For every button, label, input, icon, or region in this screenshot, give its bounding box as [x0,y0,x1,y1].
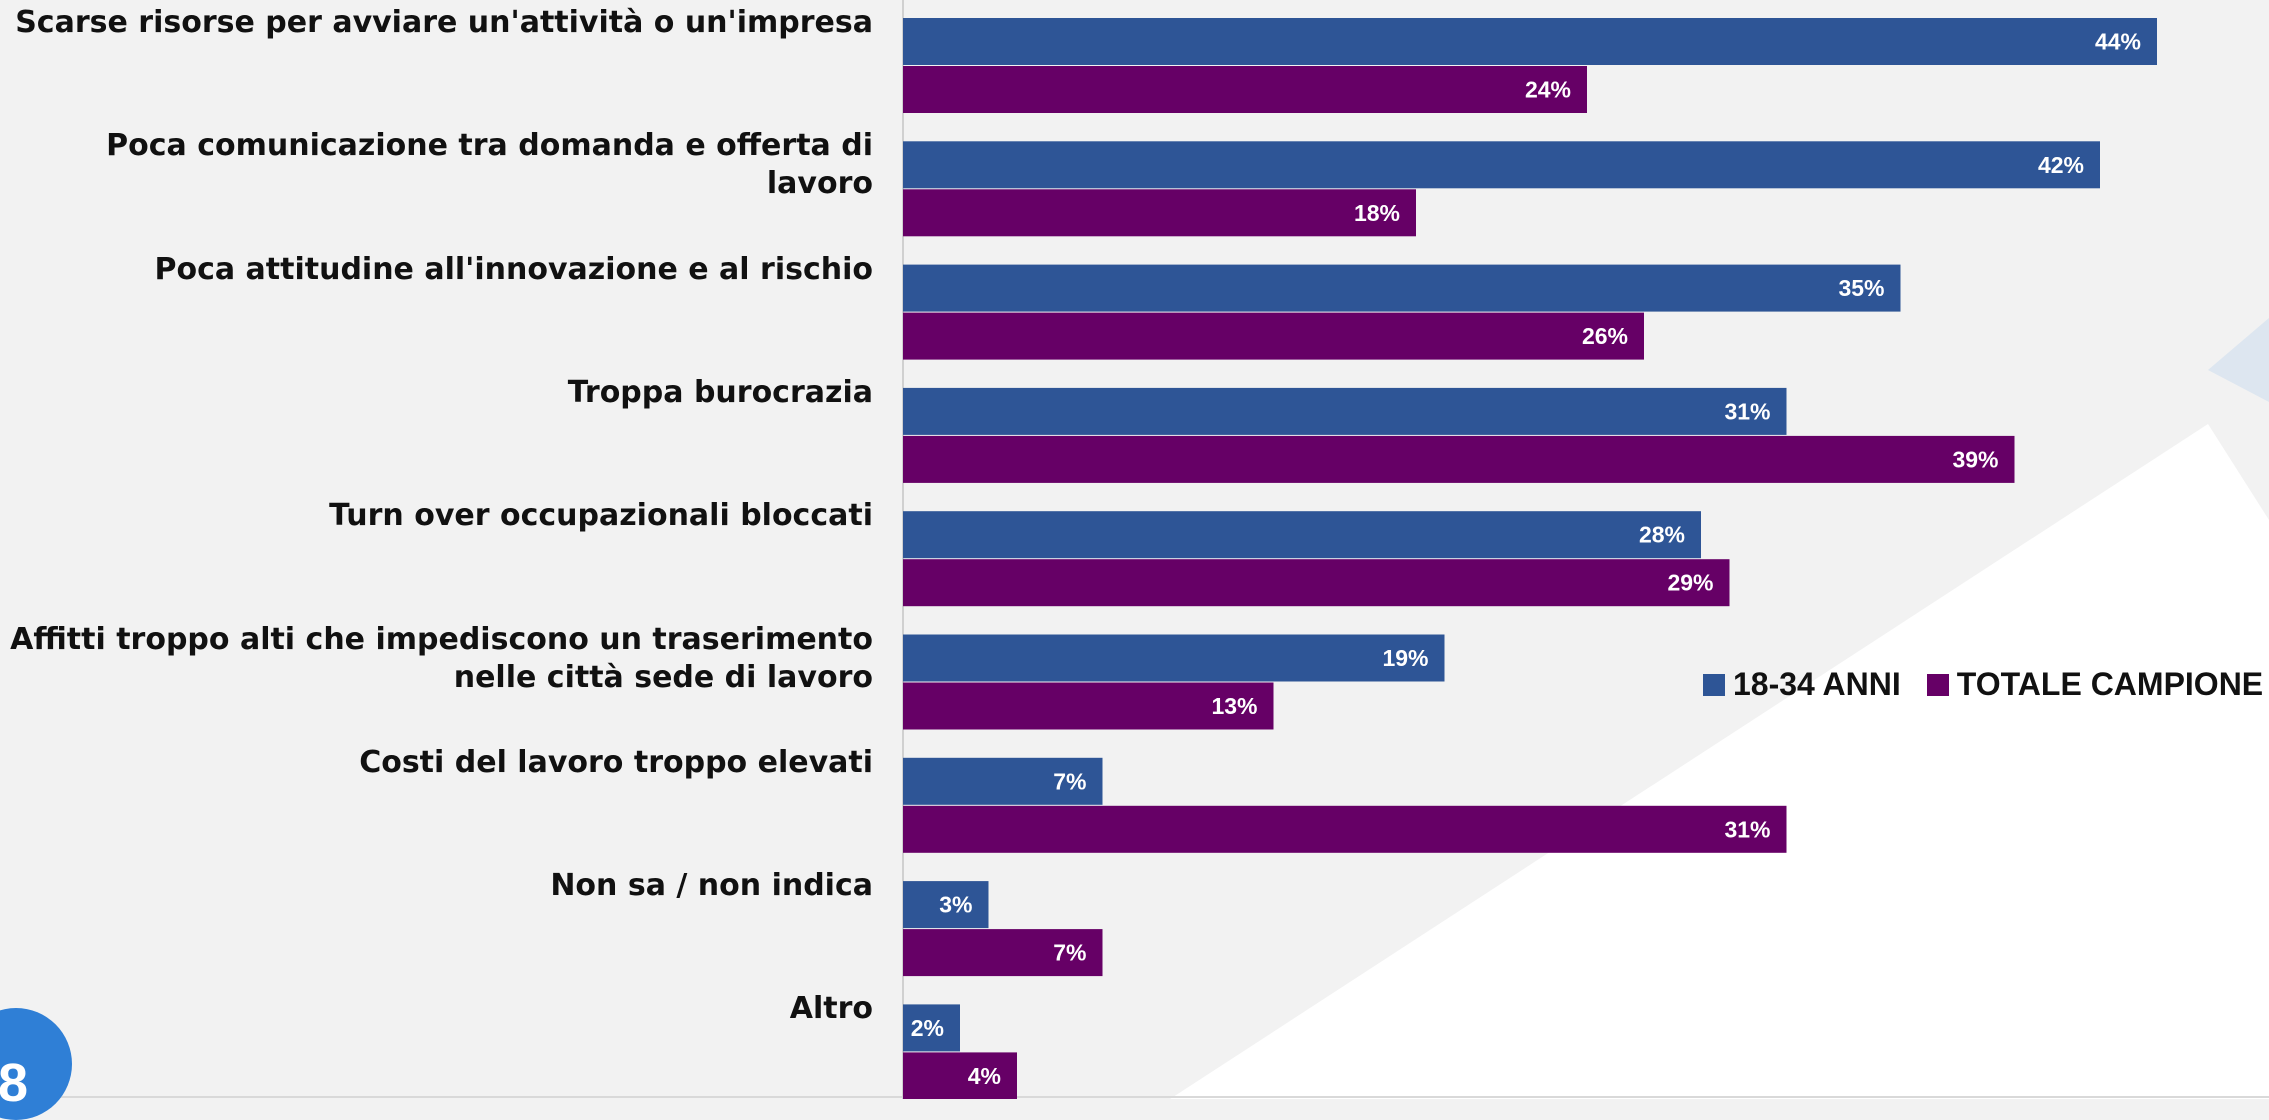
bar-series-1 [903,757,1103,805]
data-label-series-1: 42% [2038,152,2084,178]
bar-series-2 [903,559,1730,607]
bar-series-2 [903,682,1274,730]
data-label-series-1: 28% [1639,522,1685,548]
legend-swatch-series-1 [1703,673,1725,696]
page-number: 8 [0,1053,29,1113]
data-label-series-1: 19% [1382,645,1428,671]
bar-series-1 [903,1004,960,1052]
data-label-series-2: 39% [1952,446,1998,472]
bar-series-2 [903,312,1644,360]
bar-series-2 [903,66,1587,113]
legend-label-series-2: TOTALE CAMPIONE [1956,666,2264,702]
bar-series-1 [903,634,1445,682]
data-label-series-2: 18% [1354,200,1400,226]
category-label: Turn over occupazionali bloccati [329,498,873,534]
bar-series-1 [903,18,2157,65]
data-label-series-1: 3% [939,892,972,918]
data-label-series-2: 26% [1582,323,1628,349]
bar-series-1 [903,511,1701,559]
data-label-series-2: 4% [968,1063,1001,1089]
bar-series-1 [903,881,989,929]
bar-series-2 [903,805,1787,853]
legend-label-series-1: 18-34 ANNI [1733,666,1901,702]
category-label: Poca attitudine all'innovazione e al ris… [154,251,873,287]
category-label: Troppa burocrazia [567,374,873,410]
data-label-series-1: 7% [1053,768,1086,794]
bar-series-2 [903,435,2015,483]
bar-series-2 [903,929,1103,977]
legend-item-series-2: TOTALE CAMPIONE [1926,666,2264,703]
data-label-series-1: 35% [1838,275,1884,301]
bar-series-2 [903,189,1416,237]
data-label-series-2: 31% [1724,816,1770,842]
data-label-series-2: 7% [1053,940,1086,966]
category-label: Altro [789,991,873,1027]
category-label: Non sa / non indica [550,868,873,904]
category-label: Scarse risorse per avviare un'attività o… [15,5,873,40]
category-label: Poca comunicazione tra domanda e offerta… [106,128,873,202]
category-label: Costi del lavoro troppo elevati [359,744,873,780]
data-label-series-1: 44% [2095,29,2141,55]
legend-swatch-series-2 [1926,673,1949,696]
bar-series-1 [903,387,1787,435]
bar-series-1 [903,141,2100,189]
data-label-series-1: 2% [911,1015,944,1041]
data-label-series-2: 24% [1525,77,1571,103]
bar-series-1 [903,264,1901,312]
data-label-series-2: 13% [1211,693,1257,719]
bar-series-2 [903,1052,1017,1099]
data-label-series-2: 29% [1667,570,1713,596]
category-label: Affitti troppo alti che impediscono un t… [10,621,873,695]
data-label-series-1: 31% [1724,398,1770,424]
legend: 18-34 ANNI TOTALE CAMPIONE [1703,666,2269,703]
legend-item-series-1: 18-34 ANNI [1703,666,1901,703]
